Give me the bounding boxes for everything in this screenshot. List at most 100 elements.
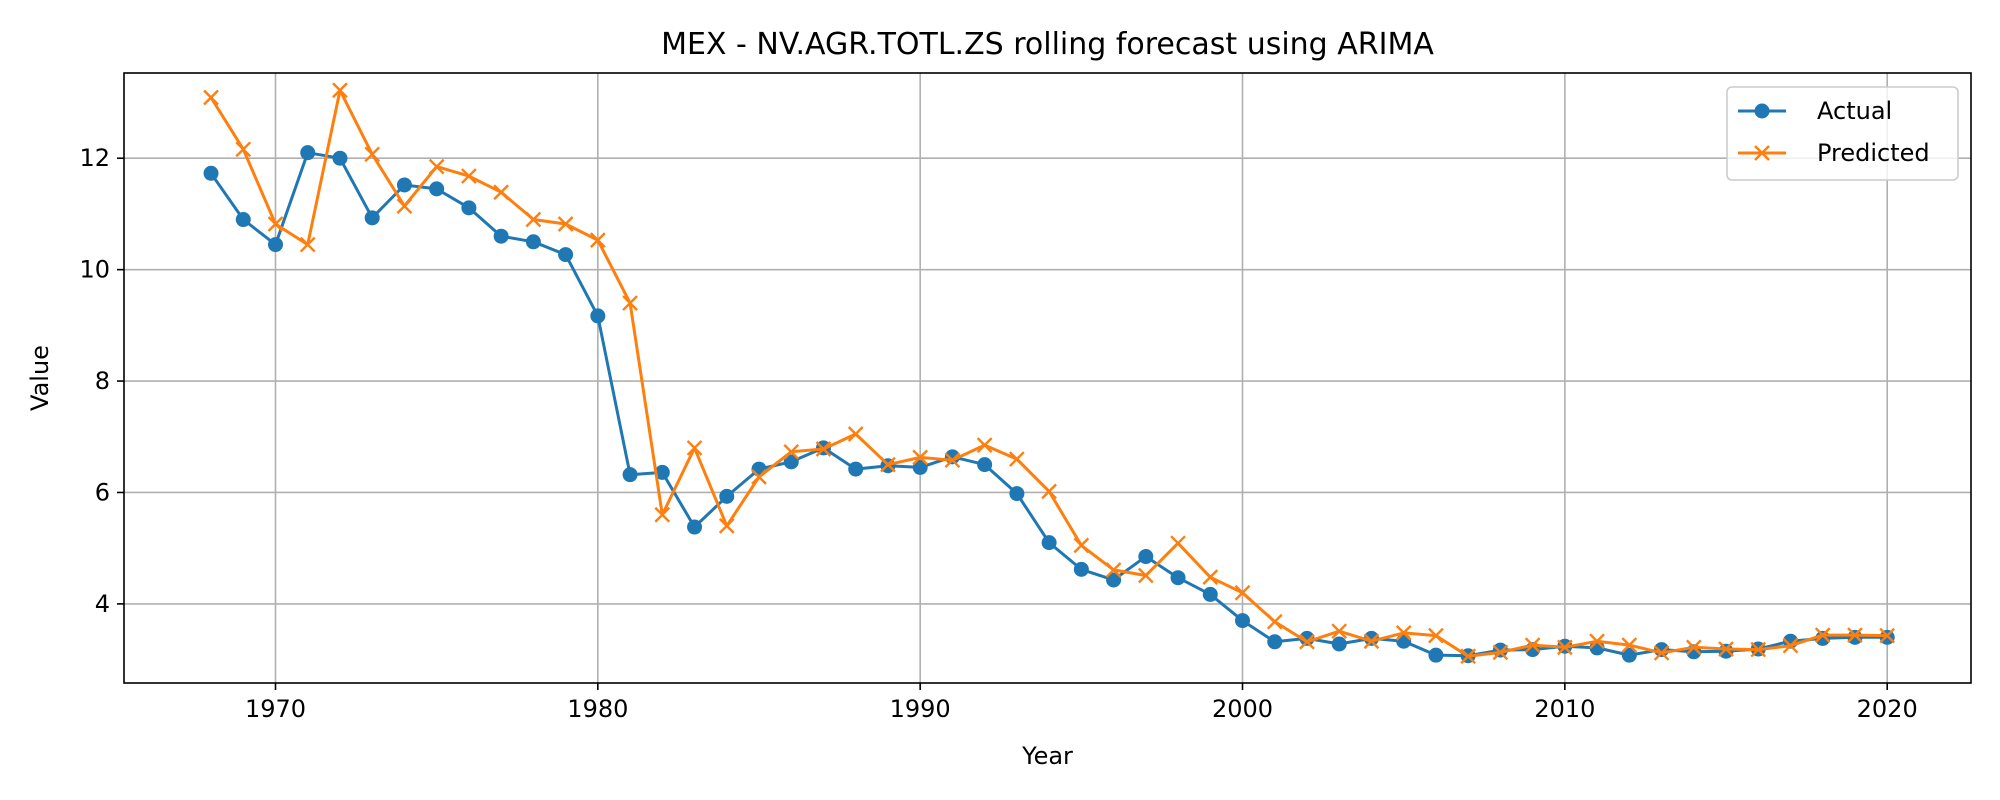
data-point-predicted [1460,648,1476,665]
legend: Actual Predicted [1726,86,1959,181]
data-point-predicted [589,232,606,248]
data-point-predicted [654,506,671,523]
data-point-predicted [557,216,574,232]
data-point-predicted [1653,645,1670,661]
data-point-predicted [1105,562,1122,578]
y-tick-label: 4 [95,590,110,618]
series-predicted [203,82,1896,665]
data-point-predicted [525,211,542,228]
data-point-actual [267,237,283,253]
data-point-actual [1073,561,1089,577]
data-point-predicted [815,441,832,457]
data-point-actual [1170,570,1186,586]
data-point-predicted [428,158,445,175]
data-point-actual [429,181,445,197]
data-point-actual [1041,535,1057,551]
data-point-predicted [493,184,509,201]
data-point-actual [783,454,799,470]
y-tick-label: 10 [79,256,110,284]
data-point-predicted [332,82,348,99]
x-tick-label: 1980 [567,695,628,723]
data-point-actual [364,210,380,226]
data-point-actual [1396,633,1412,649]
data-point-predicted [267,216,284,232]
x-tick-label: 2020 [1857,695,1918,723]
data-point-actual [654,464,670,480]
data-point-predicted [880,456,896,473]
data-point-predicted [1492,644,1509,661]
x-tick-label: 1990 [890,695,951,723]
data-point-predicted [1299,633,1315,650]
data-point-predicted [1041,483,1057,500]
data-point-actual [332,150,348,166]
data-point-predicted [1428,627,1444,644]
data-point-actual [1654,642,1670,658]
data-point-predicted [751,469,767,485]
data-point-actual [1299,630,1315,646]
data-point-predicted [1879,627,1896,644]
data-point-predicted [944,452,961,469]
data-point-actual [622,467,638,483]
data-point-actual [1815,630,1831,646]
data-point-predicted [1718,641,1734,657]
data-point-actual [1202,586,1218,602]
data-point-predicted [364,146,381,163]
data-point-actual [977,457,993,473]
data-point-actual [912,459,928,475]
data-point-predicted [235,141,252,158]
chart-title: MEX - NV.AGR.TOTL.ZS rolling forecast us… [661,27,1434,62]
data-point-predicted [1589,633,1605,650]
data-point-actual [461,200,477,216]
y-axis-label: Value [26,345,54,411]
data-point-predicted [1202,569,1219,586]
data-point-predicted [1847,627,1863,643]
data-point-actual [719,488,735,504]
x-tick-label: 2010 [1534,695,1595,723]
data-point-actual [590,308,606,324]
data-point-predicted [718,518,735,534]
data-point-actual [396,177,412,193]
data-point-actual [1106,572,1122,588]
data-point-actual [525,234,541,250]
data-point-actual [687,519,703,535]
data-point-actual [1428,647,1444,663]
data-point-predicted [1557,639,1573,656]
data-point-predicted [1137,567,1154,584]
data-point-actual [235,212,251,228]
data-point-predicted [847,426,864,442]
data-point-actual [1009,486,1025,502]
data-point-actual [848,461,864,477]
y-tick-label: 8 [95,367,110,395]
x-tick-label: 2000 [1212,695,1273,723]
data-point-actual [1138,549,1154,565]
data-point-actual [1235,613,1251,629]
data-point-predicted [299,236,316,253]
data-point-predicted [686,440,703,456]
data-point-predicted [1331,623,1348,640]
data-point-actual [558,247,574,263]
legend-label-actual: Actual [1817,97,1892,125]
data-point-predicted [1266,613,1283,630]
series-layer [203,82,1896,665]
y-tick-label: 12 [79,144,110,172]
data-point-predicted [461,168,477,184]
data-point-predicted [396,198,413,214]
data-point-predicted [203,89,219,106]
data-point-actual [1363,630,1379,646]
data-point-predicted [1750,641,1767,658]
legend-marker-predicted [1754,145,1770,161]
data-point-actual [1621,647,1637,663]
ticks: 1970 1980 1990 2000 2010 2020 4 6 8 10 12 [79,144,1917,723]
data-point-actual [203,165,219,181]
data-point-predicted [1170,535,1186,552]
data-point-predicted [1009,451,1025,467]
data-point-actual [493,228,509,244]
data-point-predicted [912,449,929,466]
data-point-predicted [1621,637,1638,653]
data-point-predicted [1814,627,1831,643]
data-point-predicted [1782,637,1799,654]
data-point-predicted [1073,537,1090,554]
data-point-actual [1718,643,1734,659]
